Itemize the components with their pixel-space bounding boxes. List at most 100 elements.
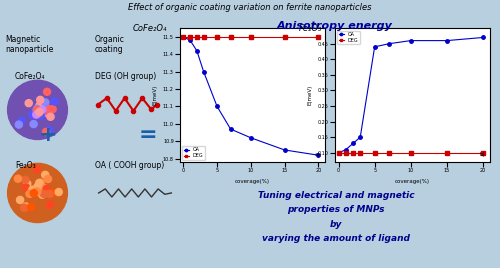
- Text: +: +: [38, 125, 57, 145]
- Circle shape: [38, 105, 44, 112]
- OA: [444, 39, 450, 42]
- Circle shape: [42, 99, 49, 106]
- DEG: [282, 35, 288, 38]
- Circle shape: [35, 110, 42, 117]
- Circle shape: [42, 128, 50, 135]
- OA: [180, 35, 186, 38]
- Circle shape: [46, 191, 53, 198]
- Text: b): b): [480, 152, 486, 157]
- Text: Tuning electrical and magnetic
properties of MNPs
by
varying the amount of ligan: Tuning electrical and magnetic propertie…: [258, 191, 414, 244]
- Circle shape: [14, 175, 21, 182]
- Circle shape: [32, 111, 40, 118]
- Circle shape: [46, 127, 53, 134]
- OA: [214, 105, 220, 108]
- Circle shape: [30, 190, 38, 197]
- DEG: [336, 151, 342, 154]
- Circle shape: [34, 106, 41, 113]
- Circle shape: [39, 106, 46, 113]
- Circle shape: [38, 107, 46, 114]
- Circle shape: [28, 203, 34, 211]
- Circle shape: [24, 180, 31, 187]
- OA: [357, 136, 363, 139]
- DEG: [180, 35, 186, 38]
- Circle shape: [44, 107, 51, 114]
- Circle shape: [40, 184, 47, 191]
- OA: [200, 70, 206, 73]
- Circle shape: [32, 188, 40, 195]
- Circle shape: [36, 102, 43, 109]
- Line: DEG: DEG: [337, 151, 484, 155]
- Circle shape: [30, 112, 38, 119]
- Circle shape: [26, 190, 33, 198]
- Text: Organic
coating: Organic coating: [95, 35, 125, 54]
- Circle shape: [45, 105, 52, 113]
- Circle shape: [18, 117, 26, 124]
- Text: Fe₂O₃: Fe₂O₃: [298, 24, 322, 33]
- Circle shape: [36, 179, 43, 187]
- DEG: [357, 151, 363, 154]
- Circle shape: [30, 121, 37, 128]
- Text: =: =: [138, 125, 157, 145]
- Circle shape: [37, 112, 44, 119]
- OA: [343, 148, 349, 151]
- Circle shape: [8, 163, 68, 222]
- Text: CoFe₂O₄: CoFe₂O₄: [133, 24, 167, 33]
- Circle shape: [34, 166, 41, 173]
- OA: [228, 128, 234, 131]
- DEG: [194, 35, 200, 38]
- Circle shape: [40, 190, 48, 198]
- Legend: OA, DEG: OA, DEG: [338, 31, 359, 44]
- Text: Anisotropy energy: Anisotropy energy: [277, 21, 393, 31]
- Circle shape: [38, 191, 46, 198]
- Circle shape: [36, 109, 43, 116]
- Text: Fe₂O₃: Fe₂O₃: [15, 161, 36, 170]
- DEG: [350, 151, 356, 154]
- Circle shape: [34, 183, 42, 190]
- Circle shape: [44, 176, 52, 183]
- Circle shape: [26, 190, 34, 197]
- Circle shape: [33, 107, 40, 114]
- DEG: [343, 151, 349, 154]
- Circle shape: [46, 201, 54, 208]
- Circle shape: [28, 111, 35, 118]
- Text: DEG (OH group): DEG (OH group): [95, 72, 156, 81]
- Circle shape: [8, 80, 68, 139]
- DEG: [187, 35, 193, 38]
- Circle shape: [36, 96, 44, 103]
- Y-axis label: E(meV): E(meV): [308, 85, 312, 105]
- Circle shape: [34, 188, 41, 195]
- Line: OA: OA: [182, 35, 320, 157]
- Legend: OA, DEG: OA, DEG: [182, 146, 204, 160]
- Line: OA: OA: [337, 36, 484, 155]
- Y-axis label: E(meV): E(meV): [152, 85, 158, 105]
- Circle shape: [34, 106, 40, 113]
- Circle shape: [22, 184, 30, 191]
- DEG: [372, 151, 378, 154]
- DEG: [214, 35, 220, 38]
- Text: a): a): [315, 152, 320, 157]
- DEG: [408, 151, 414, 154]
- Circle shape: [44, 88, 51, 95]
- Circle shape: [37, 179, 44, 186]
- OA: [336, 151, 342, 154]
- Circle shape: [16, 196, 24, 203]
- Circle shape: [40, 184, 47, 192]
- DEG: [386, 151, 392, 154]
- Circle shape: [43, 185, 50, 193]
- OA: [316, 154, 322, 157]
- DEG: [316, 35, 322, 38]
- Circle shape: [55, 188, 62, 196]
- Circle shape: [34, 105, 40, 113]
- DEG: [228, 35, 234, 38]
- OA: [372, 45, 378, 49]
- OA: [408, 39, 414, 42]
- DEG: [248, 35, 254, 38]
- X-axis label: coverage(%): coverage(%): [235, 179, 270, 184]
- Circle shape: [25, 100, 32, 107]
- DEG: [444, 151, 450, 154]
- Circle shape: [35, 106, 42, 114]
- Circle shape: [22, 176, 29, 183]
- Text: OA ( COOH group): OA ( COOH group): [95, 161, 164, 170]
- Text: CoFe₂O₄: CoFe₂O₄: [15, 72, 46, 81]
- Circle shape: [42, 109, 50, 116]
